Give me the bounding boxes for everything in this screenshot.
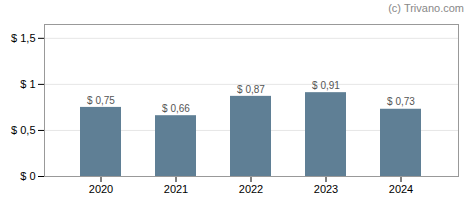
svg-text:$ 0,5: $ 0,5 — [11, 124, 35, 136]
svg-text:2020: 2020 — [89, 183, 113, 195]
svg-text:$ 0,73: $ 0,73 — [387, 96, 415, 107]
svg-text:$ 0,66: $ 0,66 — [162, 103, 190, 114]
svg-text:2021: 2021 — [164, 183, 188, 195]
svg-text:$ 1: $ 1 — [20, 78, 35, 90]
svg-text:$ 1,5: $ 1,5 — [11, 32, 35, 44]
svg-text:$ 0,75: $ 0,75 — [87, 95, 115, 106]
svg-text:2022: 2022 — [239, 183, 263, 195]
svg-text:$ 0,91: $ 0,91 — [312, 80, 340, 91]
html-text:(c) Trivano.com: (c) Trivano.com — [388, 2, 464, 14]
svg-text:2023: 2023 — [314, 183, 338, 195]
svg-text:$ 0,87: $ 0,87 — [237, 84, 265, 95]
svg-text:2024: 2024 — [389, 183, 413, 195]
svg-text:$ 0: $ 0 — [20, 170, 35, 182]
